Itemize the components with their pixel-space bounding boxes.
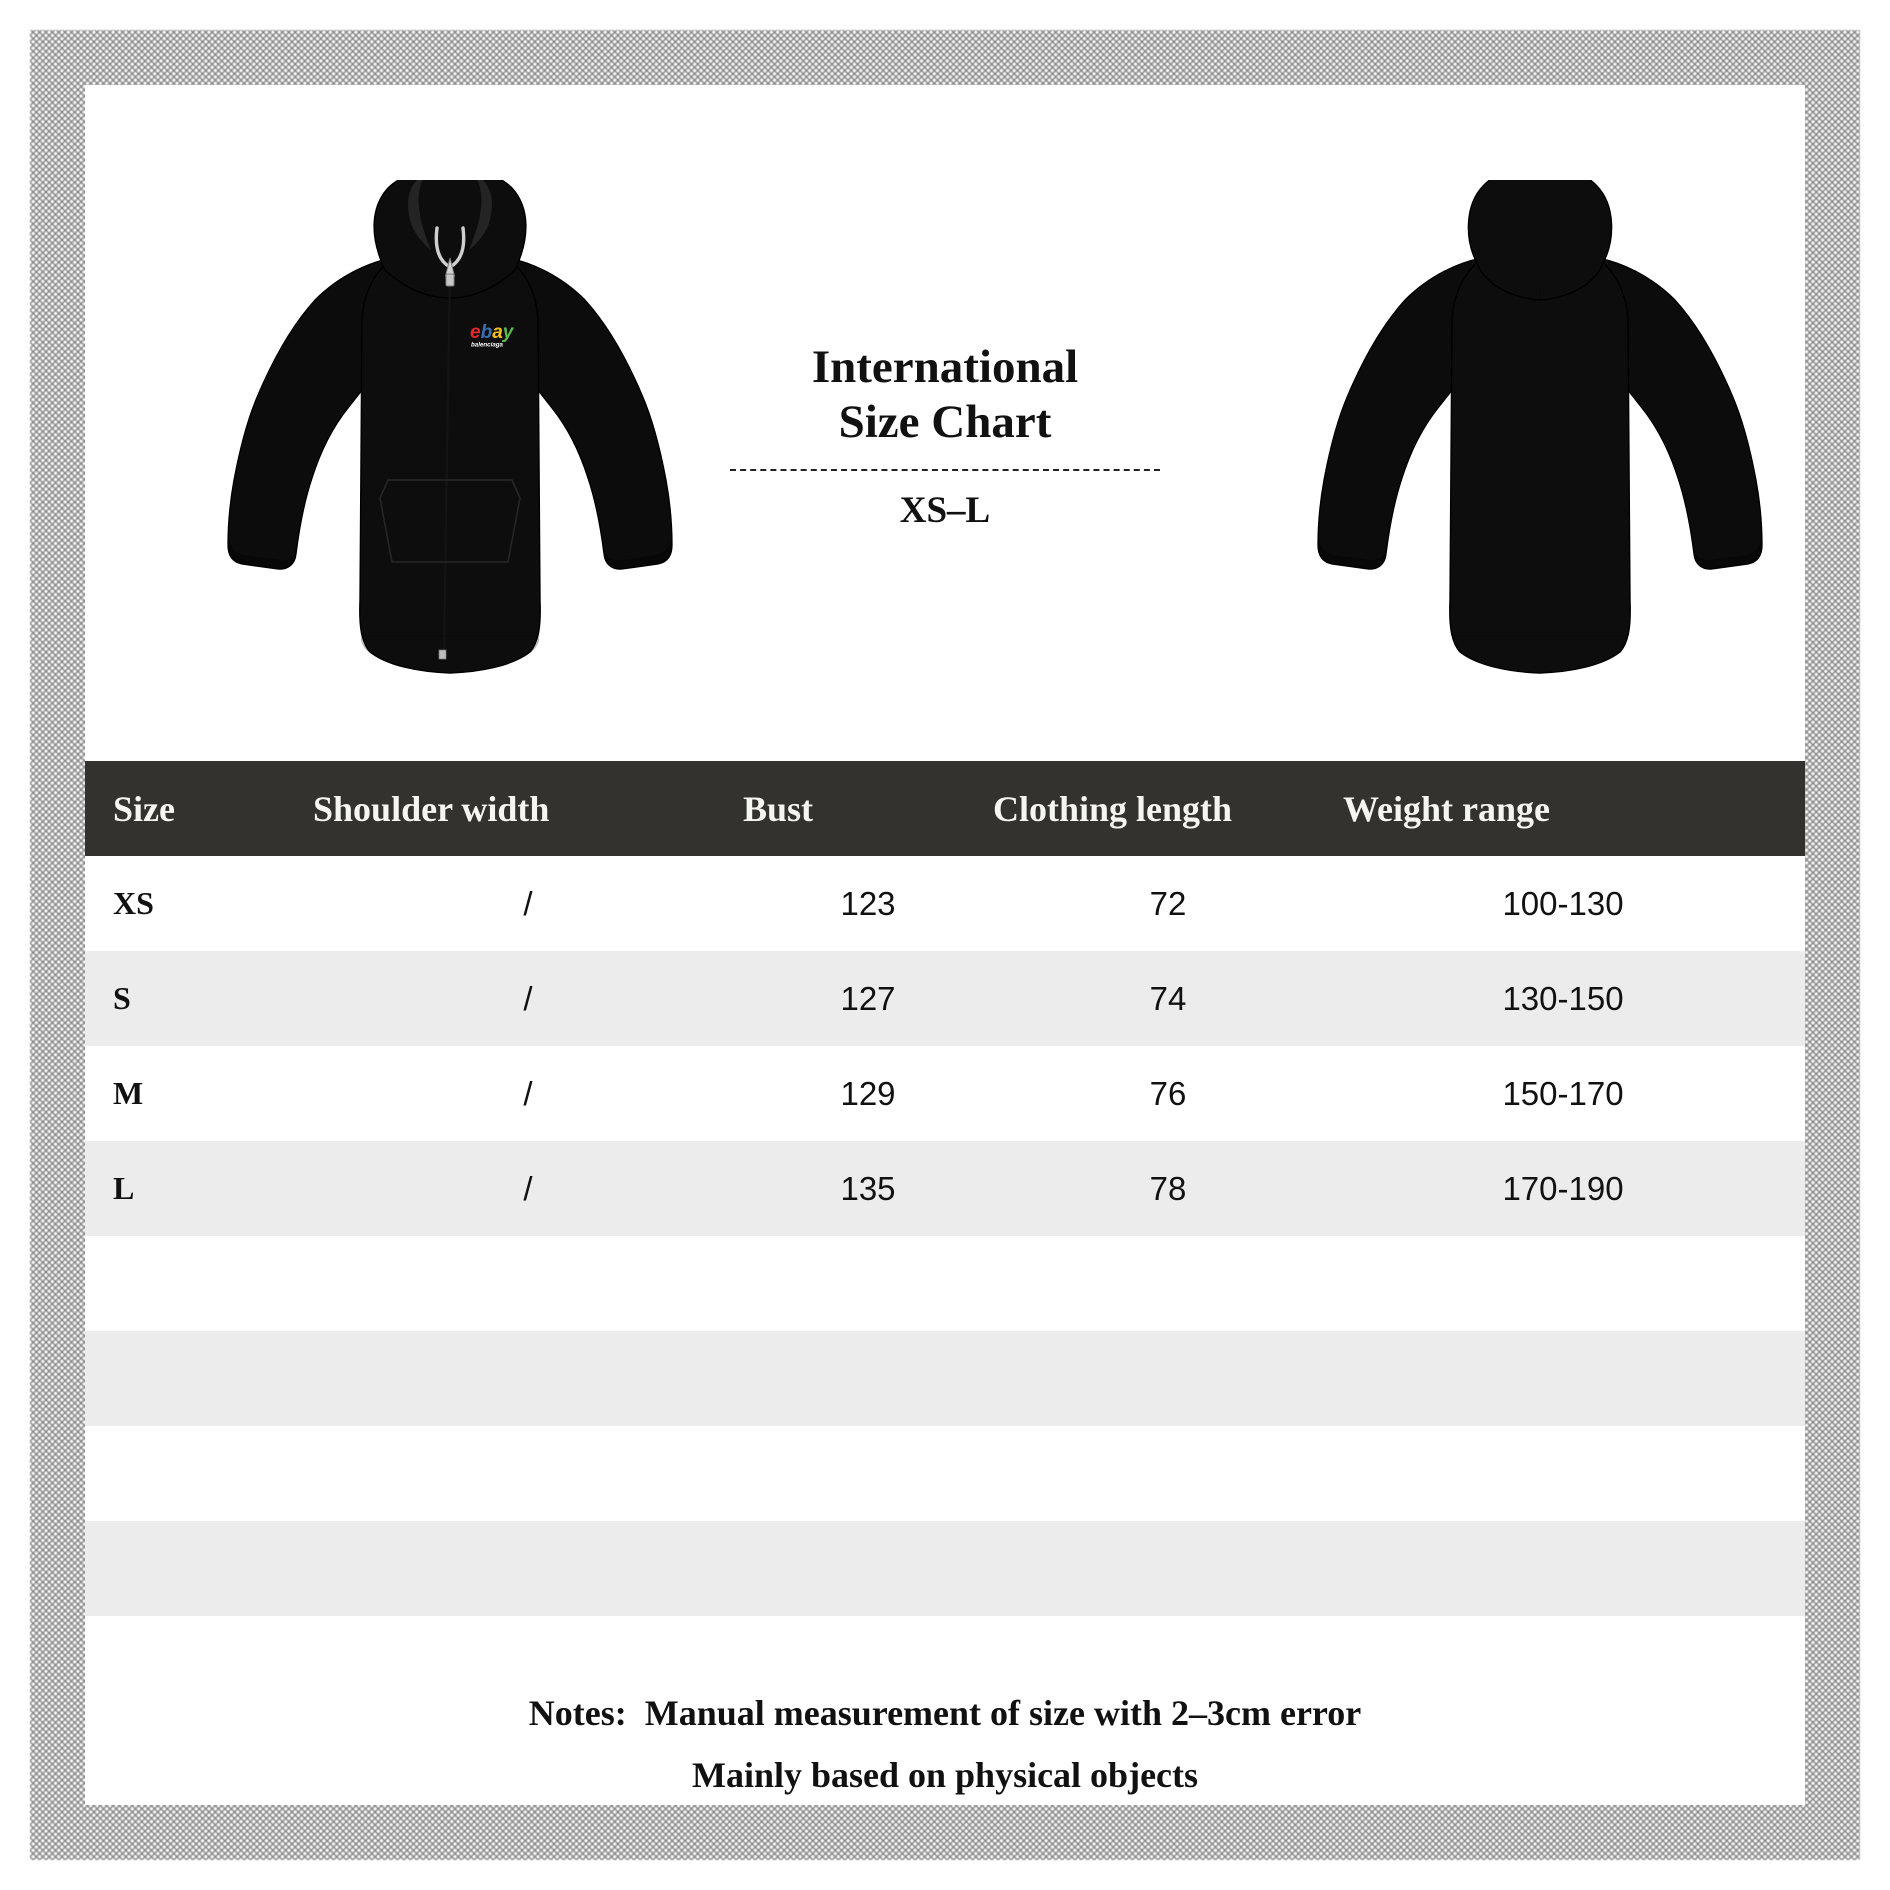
svg-text:ebay: ebay — [470, 322, 515, 343]
svg-text:balenciaga: balenciaga — [471, 342, 504, 349]
